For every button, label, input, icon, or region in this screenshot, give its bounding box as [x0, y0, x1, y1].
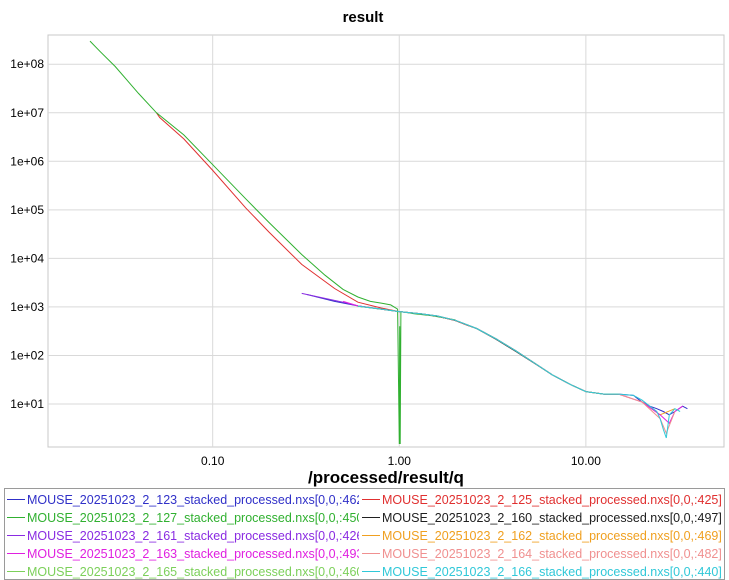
- legend-swatch: [362, 499, 380, 500]
- y-tick-label: 1e+04: [10, 251, 44, 265]
- x-tick-label: 0.10: [201, 454, 225, 468]
- chart-title: result: [343, 9, 384, 26]
- legend-item[interactable]: MOUSE_20251023_2_164_stacked_processed.n…: [362, 545, 722, 562]
- x-tick-label: 1.00: [388, 454, 412, 468]
- series-line-10: [357, 305, 681, 439]
- legend-label: MOUSE_20251023_2_165_stacked_processed.n…: [27, 564, 359, 579]
- legend-label: MOUSE_20251023_2_161_stacked_processed.n…: [27, 528, 359, 543]
- y-tick-label: 1e+07: [10, 106, 44, 120]
- legend-label: MOUSE_20251023_2_160_stacked_processed.n…: [382, 510, 722, 525]
- legend-label: MOUSE_20251023_2_166_stacked_processed.n…: [382, 564, 722, 579]
- y-tick-label: 1e+03: [10, 300, 44, 314]
- legend-label: MOUSE_20251023_2_163_stacked_processed.n…: [27, 546, 359, 561]
- legend-swatch: [362, 571, 380, 572]
- y-tick-label: 1e+06: [10, 154, 44, 168]
- y-tick-label: 1e+02: [10, 348, 44, 362]
- series-line-3: [89, 40, 456, 445]
- legend-item[interactable]: MOUSE_20251023_2_160_stacked_processed.n…: [362, 509, 722, 526]
- legend-label: MOUSE_20251023_2_123_stacked_processed.n…: [27, 492, 359, 507]
- legend: MOUSE_20251023_2_123_stacked_processed.n…: [4, 488, 725, 580]
- legend-swatch: [362, 517, 380, 518]
- legend-label: MOUSE_20251023_2_164_stacked_processed.n…: [382, 546, 722, 561]
- series-layer: [89, 40, 688, 445]
- y-tick-label: 1e+05: [10, 203, 44, 217]
- legend-swatch: [7, 517, 25, 518]
- legend-swatch: [7, 571, 25, 572]
- legend-label: MOUSE_20251023_2_162_stacked_processed.n…: [382, 528, 722, 543]
- legend-swatch: [362, 553, 380, 554]
- legend-label: MOUSE_20251023_2_125_stacked_processed.n…: [382, 492, 722, 507]
- legend-item[interactable]: MOUSE_20251023_2_166_stacked_processed.n…: [362, 563, 722, 580]
- y-tick-label: 1e+01: [10, 397, 44, 411]
- x-tick-label: 10.00: [571, 454, 601, 468]
- y-tick-label: 1e+08: [10, 57, 44, 71]
- legend-item[interactable]: MOUSE_20251023_2_125_stacked_processed.n…: [362, 491, 722, 508]
- x-axis-title: /processed/result/q: [308, 468, 464, 487]
- legend-item[interactable]: MOUSE_20251023_2_127_stacked_processed.n…: [7, 509, 359, 526]
- legend-item[interactable]: MOUSE_20251023_2_165_stacked_processed.n…: [7, 563, 359, 580]
- tick-layer: 1e+08 1e+07 1e+06 1e+05 1e+04 1e+03 1e+02 1e+01…: [10, 57, 601, 468]
- legend-item[interactable]: MOUSE_20251023_2_161_stacked_processed.n…: [7, 527, 359, 544]
- legend-item[interactable]: MOUSE_20251023_2_123_stacked_processed.n…: [7, 491, 359, 508]
- legend-swatch: [7, 499, 25, 500]
- legend-swatch: [7, 553, 25, 554]
- legend-item[interactable]: MOUSE_20251023_2_163_stacked_processed.n…: [7, 545, 359, 562]
- plot-area: [47, 34, 725, 448]
- legend-swatch: [7, 535, 25, 536]
- legend-item[interactable]: MOUSE_20251023_2_162_stacked_processed.n…: [362, 527, 722, 544]
- legend-label: MOUSE_20251023_2_127_stacked_processed.n…: [27, 510, 359, 525]
- chart-svg: result 1e+081e+071e+061e+051e+041e+031e+…: [10, 9, 725, 487]
- legend-swatch: [362, 535, 380, 536]
